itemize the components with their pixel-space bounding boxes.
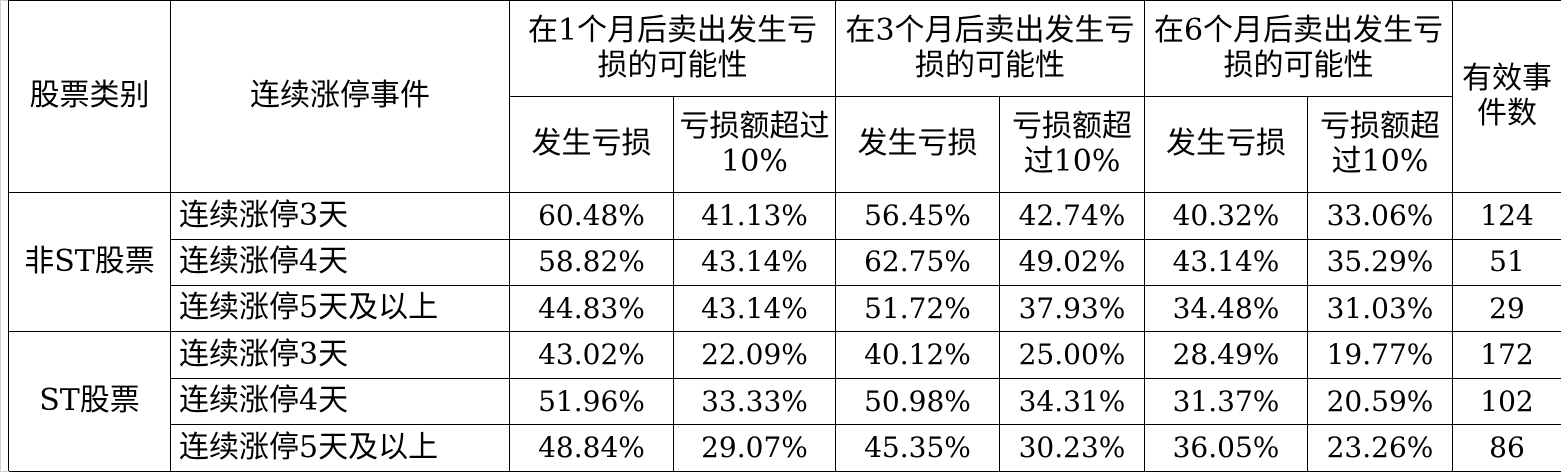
value-cell: 34.31%	[999, 377, 1145, 426]
subheader-3m-loss: 发生亏损	[835, 96, 1000, 194]
value-cell: 20.59%	[1307, 377, 1453, 426]
value-cell: 62.75%	[835, 238, 1000, 287]
subheader-6m-loss: 发生亏损	[1144, 96, 1308, 194]
subheader-3m-loss-over-10: 亏损额超过10%	[999, 96, 1145, 194]
value-cell: 33.06%	[1307, 192, 1453, 240]
value-cell: 44.83%	[509, 284, 674, 333]
value-cell: 33.33%	[673, 377, 836, 426]
value-cell: 41.13%	[673, 192, 836, 240]
value-cell: 43.14%	[673, 238, 836, 287]
value-cell: 56.45%	[835, 192, 1000, 240]
count-cell: 51	[1452, 238, 1561, 287]
value-cell: 25.00%	[999, 331, 1145, 379]
value-cell: 19.77%	[1307, 331, 1453, 379]
header-period-6m: 在6个月后卖出发生亏损的可能性	[1144, 0, 1453, 98]
value-cell: 43.02%	[509, 331, 674, 379]
value-cell: 28.49%	[1144, 331, 1308, 379]
subheader-1m-loss-over-10: 亏损额超过10%	[673, 96, 836, 194]
event-cell: 连续涨停5天及以上	[170, 284, 510, 333]
sheet-edge-column	[0, 0, 9, 472]
table-row: 非ST股票 连续涨停3天 60.48% 41.13% 56.45% 42.74%…	[1, 192, 1561, 333]
event-cell: 连续涨停4天	[170, 238, 510, 287]
header-period-1m: 在1个月后卖出发生亏损的可能性	[509, 0, 836, 98]
value-cell: 43.14%	[1144, 238, 1308, 287]
value-cell: 30.23%	[999, 424, 1145, 472]
count-cell: 29	[1452, 284, 1561, 333]
event-cell: 连续涨停5天及以上	[170, 424, 510, 472]
count-cell: 102	[1452, 377, 1561, 426]
group-label-st: ST股票	[8, 331, 171, 472]
count-cell: 172	[1452, 331, 1561, 379]
value-cell: 51.96%	[509, 377, 674, 426]
value-cell: 22.09%	[673, 331, 836, 379]
value-cell: 31.03%	[1307, 284, 1453, 333]
subheader-1m-loss: 发生亏损	[509, 96, 674, 194]
table-row: 连续涨停4天 58.82% 43.14% 62.75% 49.02% 43.14…	[1, 238, 1561, 287]
table-row: 连续涨停5天及以上 44.83% 43.14% 51.72% 37.93% 34…	[1, 284, 1561, 333]
value-cell: 60.48%	[509, 192, 674, 240]
value-cell: 31.37%	[1144, 377, 1308, 426]
value-cell: 23.26%	[1307, 424, 1453, 472]
event-cell: 连续涨停3天	[170, 331, 510, 379]
table-row: ST股票 连续涨停3天 43.02% 22.09% 40.12% 25.00% …	[1, 331, 1561, 472]
table-row: 连续涨停5天及以上 48.84% 29.07% 45.35% 30.23% 36…	[1, 424, 1561, 472]
header-count: 有效事件数	[1452, 0, 1561, 194]
table-row: 连续涨停4天 51.96% 33.33% 50.98% 34.31% 31.37…	[1, 377, 1561, 426]
value-cell: 42.74%	[999, 192, 1145, 240]
value-cell: 37.93%	[999, 284, 1145, 333]
header-stock-type: 股票类别	[8, 0, 171, 194]
count-cell: 86	[1452, 424, 1561, 472]
value-cell: 58.82%	[509, 238, 674, 287]
header-period-3m: 在3个月后卖出发生亏损的可能性	[835, 0, 1145, 98]
value-cell: 40.32%	[1144, 192, 1308, 240]
value-cell: 51.72%	[835, 284, 1000, 333]
count-cell: 124	[1452, 192, 1561, 240]
value-cell: 36.05%	[1144, 424, 1308, 472]
value-cell: 50.98%	[835, 377, 1000, 426]
value-cell: 29.07%	[673, 424, 836, 472]
subheader-6m-loss-over-10: 亏损额超过10%	[1307, 96, 1453, 194]
value-cell: 34.48%	[1144, 284, 1308, 333]
event-cell: 连续涨停3天	[170, 192, 510, 240]
event-cell: 连续涨停4天	[170, 377, 510, 426]
group-label-non-st: 非ST股票	[8, 192, 171, 333]
value-cell: 45.35%	[835, 424, 1000, 472]
value-cell: 35.29%	[1307, 238, 1453, 287]
value-cell: 40.12%	[835, 331, 1000, 379]
value-cell: 49.02%	[999, 238, 1145, 287]
value-cell: 43.14%	[673, 284, 836, 333]
header-event: 连续涨停事件	[170, 0, 510, 194]
header-row-2: 发生亏损 亏损额超过10% 发生亏损 亏损额超过10% 发生亏损 亏损额超过10…	[1, 96, 1561, 194]
value-cell: 48.84%	[509, 424, 674, 472]
